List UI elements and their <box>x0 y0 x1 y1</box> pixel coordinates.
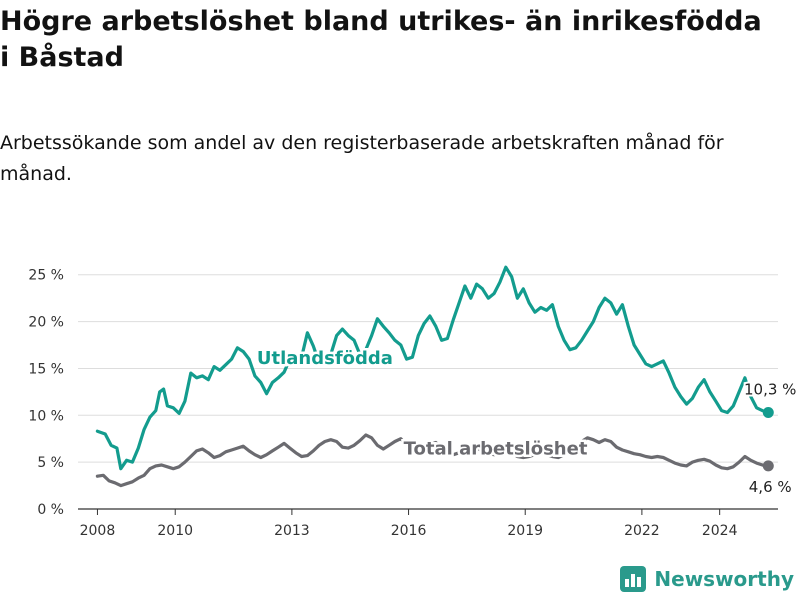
series-label-total: Total arbetslöshet <box>404 439 588 460</box>
chart-title: Högre arbetslöshet bland utrikes- än inr… <box>0 6 762 73</box>
brand-logo: Newsworthy <box>620 564 794 594</box>
x-tick-label: 2008 <box>80 523 116 539</box>
y-tick-label: 10 % <box>28 408 64 424</box>
y-tick-label: 25 % <box>28 268 64 284</box>
x-tick-label: 2010 <box>157 523 193 539</box>
x-tick-label: 2013 <box>274 523 310 539</box>
series-line-total <box>95 433 770 488</box>
x-tick-label: 2019 <box>507 523 543 539</box>
series-label-utlandsfodda: Utlandsfödda <box>257 348 393 369</box>
chart-subtitle: Arbetssökande som andel av den registerb… <box>0 132 724 185</box>
bar-chart-icon <box>620 566 647 592</box>
series-end-point-total <box>762 460 774 472</box>
series-end-label-utlandsfodda: 10,3 % <box>744 380 796 398</box>
series-end-point-utlandsfodda <box>762 406 774 418</box>
brand-name: Newsworthy <box>654 567 794 591</box>
x-tick-label: 2016 <box>391 523 427 539</box>
y-tick-label: 5 % <box>37 455 64 471</box>
y-tick-label: 0 % <box>37 502 64 518</box>
series-line-utlandsfodda <box>95 265 770 471</box>
x-tick-label: 2024 <box>702 523 738 539</box>
x-tick-label: 2022 <box>624 523 660 539</box>
y-tick-label: 20 % <box>28 315 64 331</box>
series-end-label-total: 4,6 % <box>749 478 792 496</box>
y-tick-label: 15 % <box>28 361 64 377</box>
